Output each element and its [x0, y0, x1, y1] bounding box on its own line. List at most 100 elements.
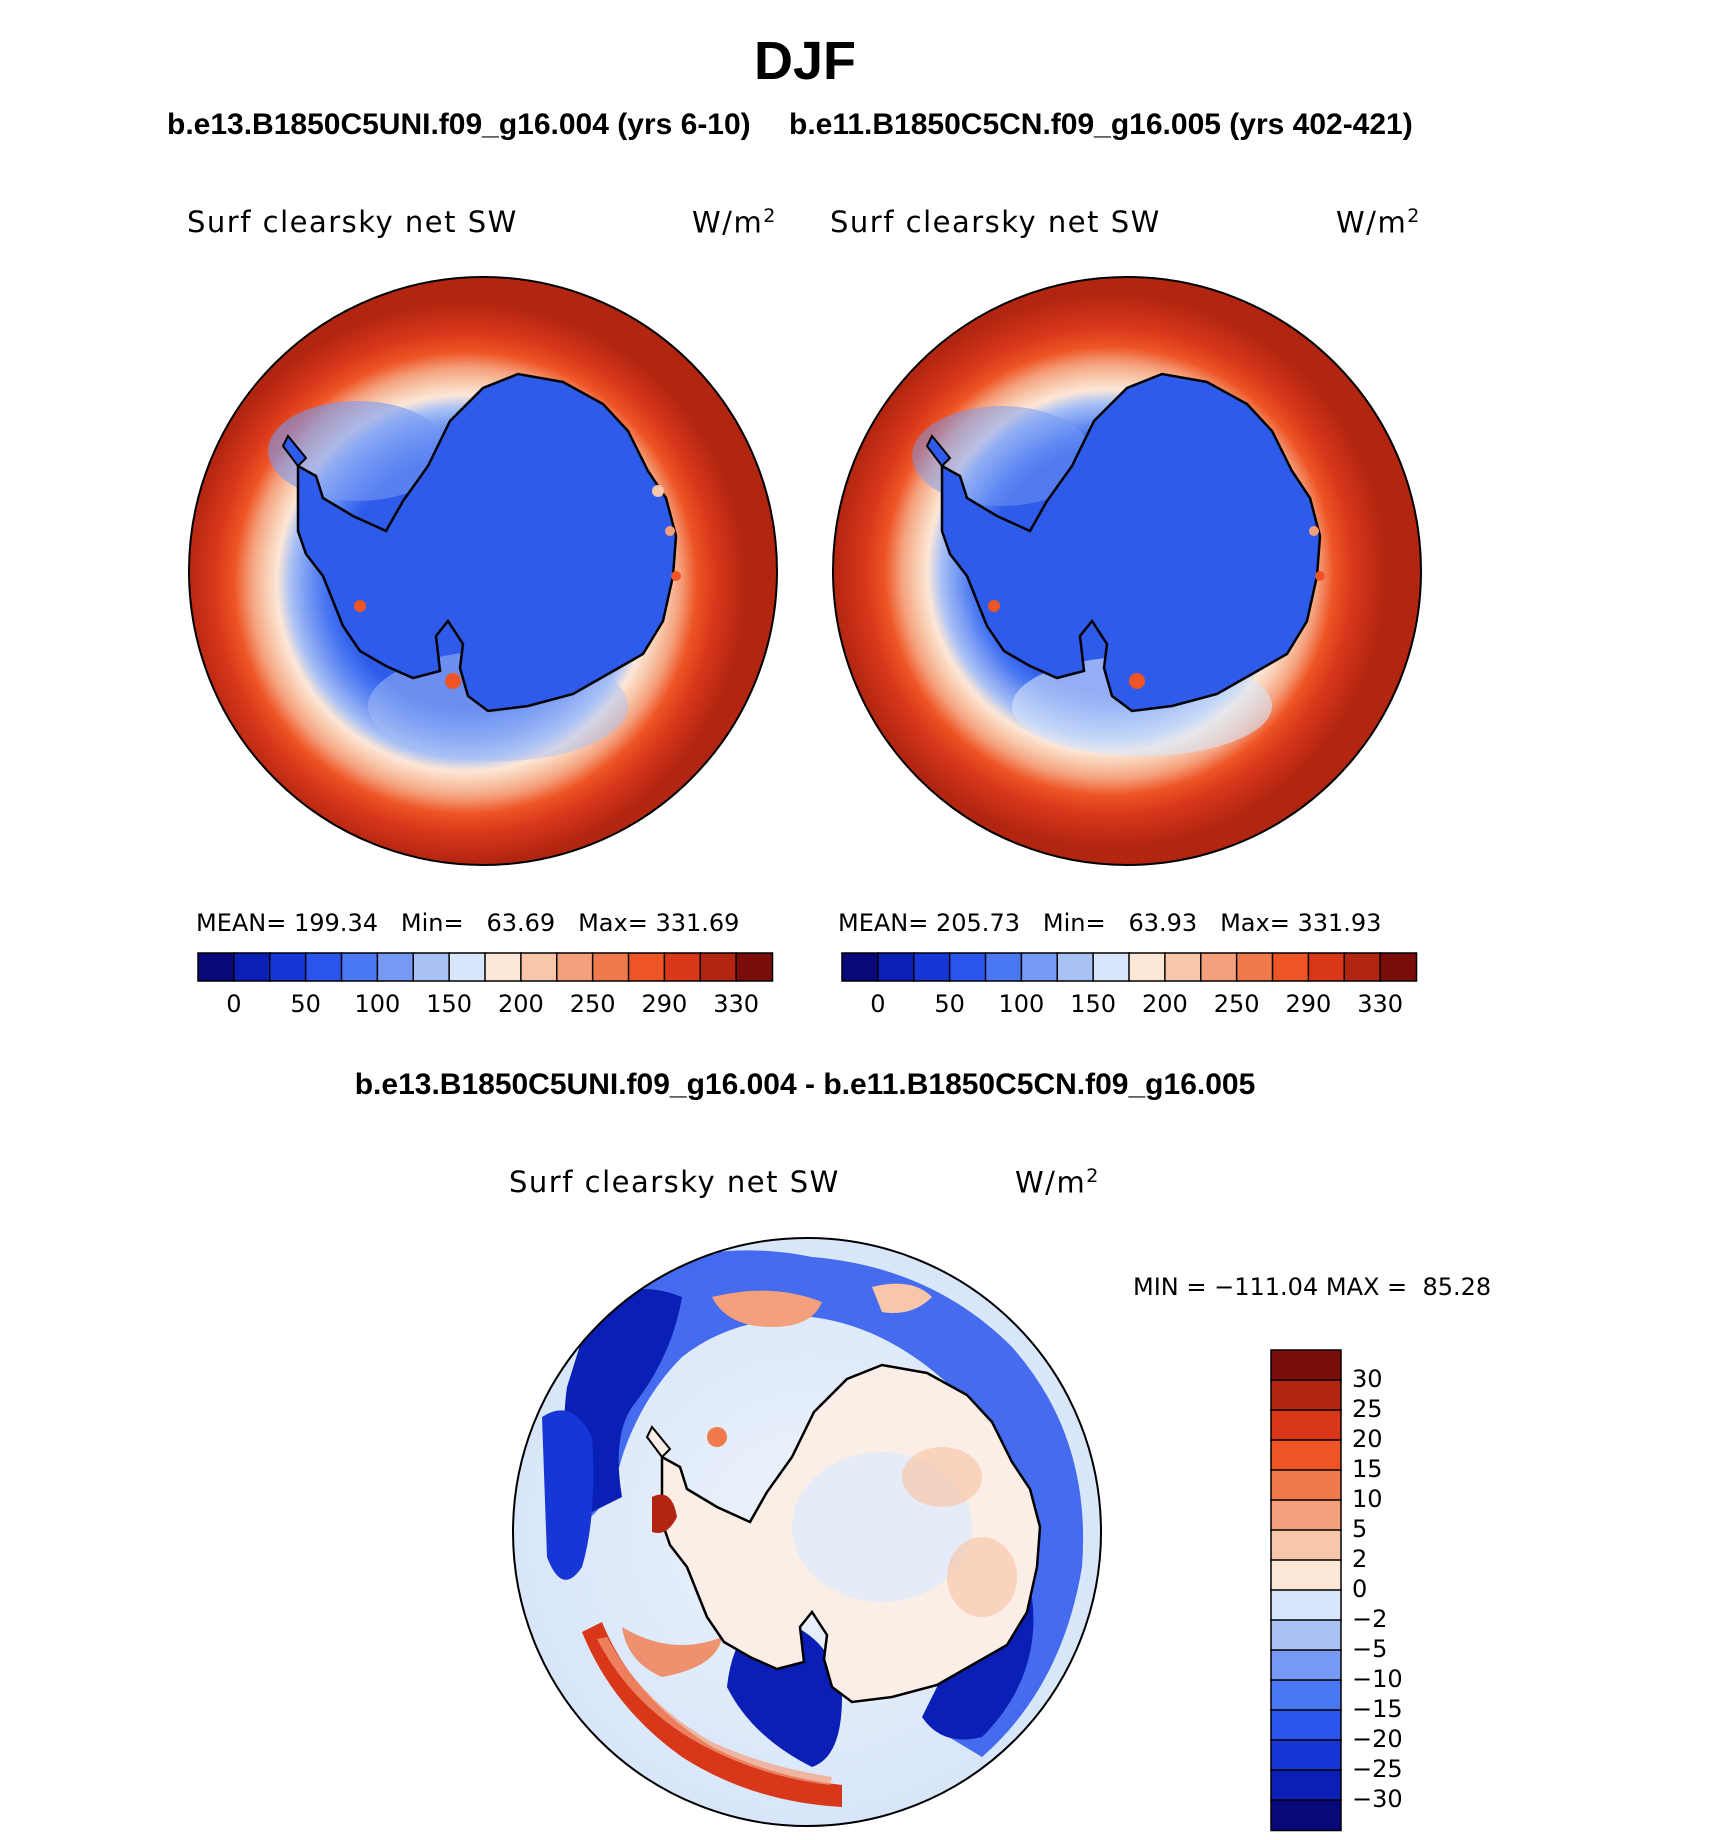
panel1-case-title: b.e13.B1850C5UNI.f09_g16.004 (yrs 6-10)	[167, 108, 751, 141]
panel1-colorbar-ticks: 0 50 100 150 200 250 290 330	[198, 990, 772, 1020]
panel1-colorbar-tick-3: 150	[426, 990, 473, 1018]
panel2-min-value: 63.93	[1128, 909, 1198, 937]
panel2-max-label: Max=	[1220, 909, 1290, 937]
panel2-colorbar-swatch-9	[1164, 952, 1203, 982]
diff-colorbar	[1270, 1349, 1342, 1832]
panel2-colorbar-swatch-1	[877, 952, 916, 982]
panel1-colorbar-tick-4: 200	[497, 990, 544, 1018]
panel1-colorbar-swatch-0	[197, 952, 236, 982]
panel2-variable-label: Surf clearsky net SW	[830, 205, 1161, 239]
diff-colorbar-tick-1: 25	[1352, 1395, 1383, 1423]
diff-colorbar-swatch-9	[1270, 1619, 1342, 1652]
diff-colorbar-swatch-12	[1270, 1709, 1342, 1742]
panel2-colorbar-swatch-8	[1128, 952, 1167, 982]
diff-colorbar-tick-11: −15	[1352, 1695, 1403, 1723]
panel2-colorbar-swatch-3	[948, 952, 987, 982]
panel2-mean-value: 205.73	[936, 909, 1020, 937]
diff-colorbar-swatch-8	[1270, 1589, 1342, 1622]
diff-colorbar-swatch-6	[1270, 1529, 1342, 1562]
panel1-mean-label: MEAN=	[196, 909, 287, 937]
panel1-colorbar-tick-0: 0	[226, 990, 242, 1018]
diff-colorbar-tick-6: 2	[1352, 1545, 1368, 1573]
panel2-colorbar-swatch-10	[1200, 952, 1238, 982]
panel1-colorbar-swatch-14	[699, 952, 738, 982]
diff-colorbar-tick-9: −5	[1352, 1635, 1388, 1663]
panel2-units-label: W/m2	[1336, 205, 1421, 240]
diff-colorbar-swatch-14	[1270, 1769, 1342, 1802]
panel1-colorbar-swatch-7	[448, 952, 487, 982]
panel2-colorbar-swatch-5	[1020, 952, 1059, 982]
panel1-colorbar-swatch-4	[340, 952, 379, 982]
panel2-colorbar	[841, 952, 1418, 982]
panel1-colorbar-swatch-3	[304, 952, 343, 982]
panel2-case-title: b.e11.B1850C5CN.f09_g16.005 (yrs 402-421…	[789, 108, 1413, 141]
panel2-mean-label: MEAN=	[838, 909, 929, 937]
panel2-colorbar-tick-5: 250	[1213, 990, 1260, 1018]
panel2-colorbar-swatch-4	[984, 952, 1023, 982]
panel1-colorbar-swatch-2	[269, 952, 307, 982]
panel1-colorbar-swatch-10	[556, 952, 594, 982]
panel1-colorbar-swatch-8	[484, 952, 523, 982]
panel1-colorbar-swatch-1	[233, 952, 272, 982]
diff-colorbar-swatch-15	[1270, 1799, 1342, 1832]
panel2-colorbar-ticks: 0 50 100 150 200 250 290 330	[842, 990, 1416, 1020]
diff-colorbar-tick-12: −20	[1352, 1725, 1403, 1753]
panel1-colorbar-swatch-12	[627, 952, 666, 982]
panel2-colorbar-tick-2: 100	[998, 990, 1045, 1018]
panel1-mean-value: 199.34	[294, 909, 378, 937]
panel1-colorbar-swatch-9	[520, 952, 559, 982]
panel1-max-label: Max=	[578, 909, 648, 937]
panel2-colorbar-swatch-12	[1271, 952, 1310, 982]
panel1-colorbar-tick-5: 250	[569, 990, 616, 1018]
panel2-colorbar-tick-6: 290	[1285, 990, 1332, 1018]
diff-colorbar-tick-7: 0	[1352, 1575, 1368, 1603]
page-title: DJF	[753, 31, 856, 91]
diff-colorbar-tick-10: −10	[1352, 1665, 1403, 1693]
panel2-colorbar-tick-1: 50	[934, 990, 965, 1018]
panel2-colorbar-swatch-0	[841, 952, 880, 982]
diff-colorbar-swatch-7	[1270, 1559, 1342, 1592]
diff-max-label: MAX =	[1325, 1273, 1408, 1301]
diff-colorbar-swatch-4	[1270, 1469, 1342, 1502]
panel2-min-label: Min=	[1042, 909, 1106, 937]
diff-colorbar-ticks: 30 25 20 15 10 5 2 0 −2 −5 −10 −15 −20 −25 −30	[1352, 1350, 1472, 1830]
panel1-colorbar-swatch-15	[735, 952, 774, 982]
diff-colorbar-swatch-13	[1270, 1739, 1342, 1772]
diff-max-value: 85.28	[1422, 1273, 1492, 1301]
panel2-stats: MEAN= 205.73 Min= 63.93 Max= 331.93	[838, 909, 1381, 937]
diff-colorbar-swatch-1	[1270, 1379, 1342, 1412]
diff-colorbar-swatch-2	[1270, 1409, 1342, 1442]
panel2-colorbar-swatch-2	[913, 952, 951, 982]
panel1-units-label: W/m2	[692, 205, 777, 240]
panel1-colorbar-tick-6: 290	[641, 990, 688, 1018]
diff-variable-label: Surf clearsky net SW	[509, 1165, 840, 1199]
panel1-colorbar-tick-2: 100	[354, 990, 401, 1018]
diff-units-label: W/m2	[1015, 1165, 1100, 1200]
panel1-min-value: 63.69	[486, 909, 556, 937]
panel2-colorbar-tick-7: 330	[1357, 990, 1404, 1018]
diff-colorbar-tick-14: −30	[1352, 1785, 1403, 1813]
diff-colorbar-tick-3: 15	[1352, 1455, 1383, 1483]
diff-stats: MIN = −111.04 MAX = 85.28	[1133, 1273, 1491, 1301]
panel2-colorbar-tick-4: 200	[1141, 990, 1188, 1018]
diff-colorbar-tick-13: −25	[1352, 1755, 1403, 1783]
diff-min-label: MIN =	[1133, 1273, 1207, 1301]
panel1-colorbar-tick-1: 50	[290, 990, 321, 1018]
panel1-polar-map	[188, 276, 778, 866]
panel2-colorbar-tick-3: 150	[1070, 990, 1117, 1018]
panel1-max-value: 331.69	[655, 909, 740, 937]
panel1-colorbar-swatch-13	[663, 952, 702, 982]
panel1-stats: MEAN= 199.34 Min= 63.69 Max= 331.69	[196, 909, 739, 937]
panel2-colorbar-tick-0: 0	[870, 990, 886, 1018]
panel1-colorbar-swatch-6	[412, 952, 451, 982]
diff-colorbar-swatch-0	[1270, 1349, 1342, 1382]
panel1-colorbar-swatch-11	[591, 952, 630, 982]
panel2-colorbar-swatch-11	[1235, 952, 1274, 982]
panel1-colorbar	[197, 952, 774, 982]
diff-colorbar-tick-5: 5	[1352, 1515, 1368, 1543]
panel2-colorbar-swatch-14	[1343, 952, 1382, 982]
panel2-colorbar-swatch-6	[1056, 952, 1095, 982]
diff-polar-map	[512, 1237, 1102, 1827]
diff-colorbar-swatch-11	[1270, 1679, 1342, 1712]
diff-colorbar-tick-4: 10	[1352, 1485, 1383, 1513]
